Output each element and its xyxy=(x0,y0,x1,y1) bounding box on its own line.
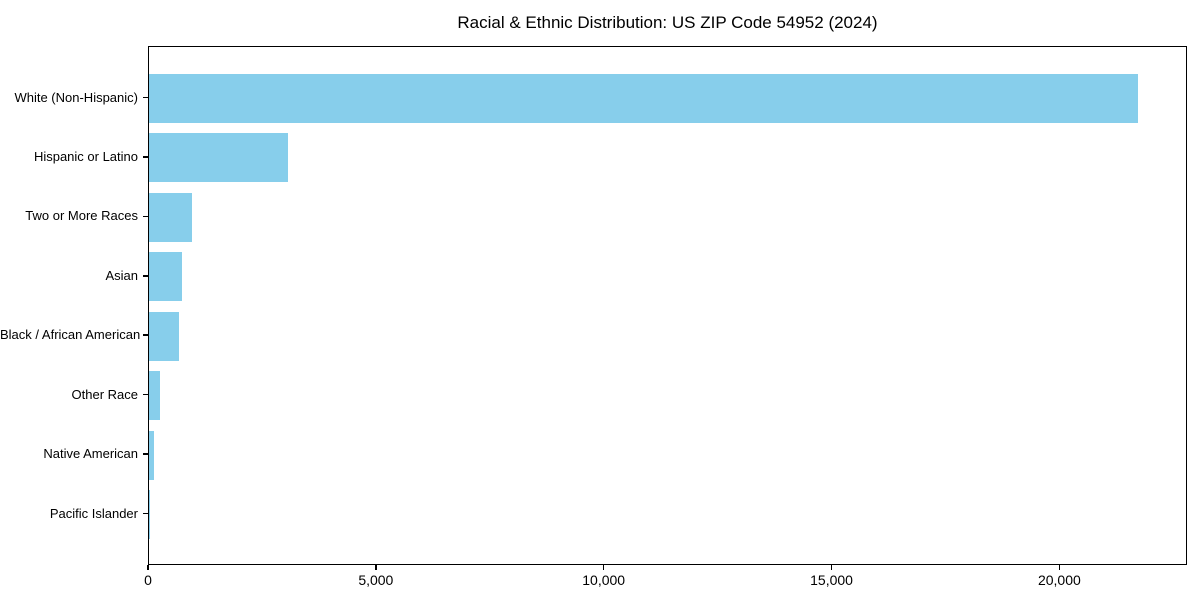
y-axis-tick-mark xyxy=(143,275,148,277)
x-axis-tick-label: 15,000 xyxy=(810,572,853,588)
y-axis-tick-mark xyxy=(143,215,148,218)
bar xyxy=(149,133,288,183)
plot-area xyxy=(148,46,1187,565)
y-axis-label: Pacific Islander xyxy=(49,505,138,521)
y-axis-label: Black / African American xyxy=(0,327,141,343)
x-axis-tick-label: 0 xyxy=(144,572,152,588)
bar xyxy=(149,252,183,302)
y-axis-label: Native American xyxy=(43,446,138,462)
y-axis-tick-mark xyxy=(143,512,148,515)
y-axis-label: White (Non-Hispanic) xyxy=(14,89,138,105)
x-axis-tick-mark xyxy=(147,565,149,570)
chart-title: Racial & Ethnic Distribution: US ZIP Cod… xyxy=(457,13,878,32)
x-axis-tick-mark xyxy=(375,565,377,570)
x-axis-tick-mark xyxy=(602,565,605,570)
bar xyxy=(149,371,160,421)
x-axis-tick-mark xyxy=(1058,565,1061,570)
x-axis-tick-label: 20,000 xyxy=(1037,572,1081,588)
bar xyxy=(149,430,154,480)
bar xyxy=(149,311,179,361)
y-axis-tick-mark xyxy=(143,96,148,99)
x-axis-tick-label: 10,000 xyxy=(582,572,626,588)
bar xyxy=(149,74,1138,123)
y-axis-label: Asian xyxy=(105,267,138,283)
y-axis-tick-mark xyxy=(143,156,148,158)
y-axis-tick-mark xyxy=(143,393,148,396)
x-axis-tick-mark xyxy=(830,565,833,570)
y-axis-label: Hispanic or Latino xyxy=(33,148,138,164)
bar xyxy=(149,192,193,242)
y-axis-label: Other Race xyxy=(71,386,138,402)
x-axis-tick-label: 5,000 xyxy=(358,572,394,588)
y-axis-label: Two or More Races xyxy=(25,208,138,224)
y-axis-tick-mark xyxy=(143,453,148,455)
y-axis-tick-mark xyxy=(143,334,148,336)
